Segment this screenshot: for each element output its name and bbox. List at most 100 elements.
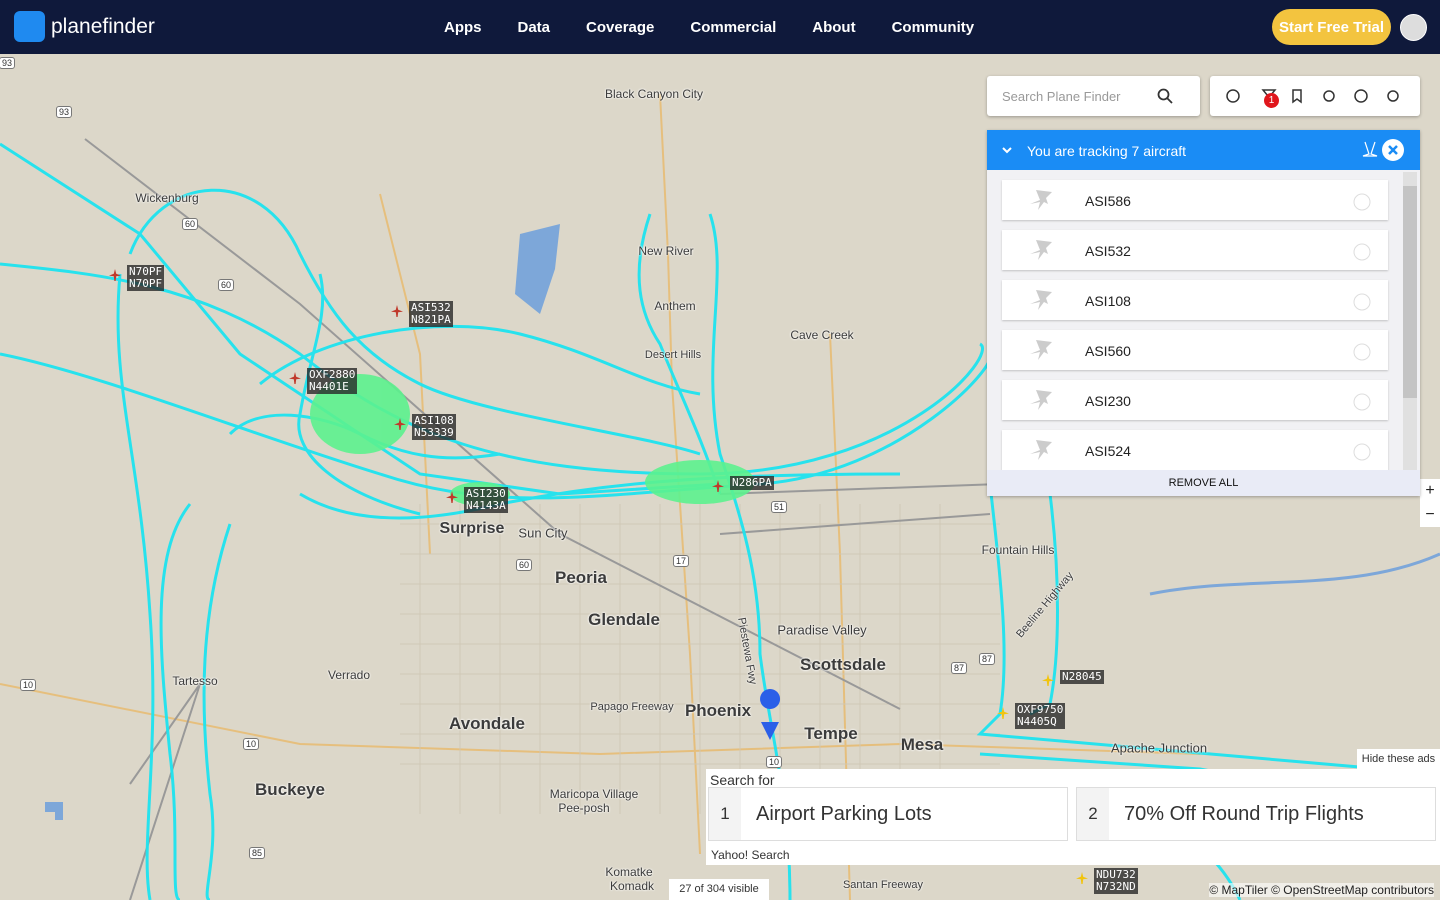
aircraft-label-line: ASI230: [466, 487, 506, 500]
place-label: Wickenburg: [135, 191, 199, 205]
place-label: New River: [638, 244, 694, 258]
trial-button[interactable]: Start Free Trial: [1272, 9, 1391, 45]
tracked-callsign: ASI524: [1085, 443, 1131, 459]
aircraft-label[interactable]: N28045: [1060, 670, 1104, 684]
logo-icon: [14, 11, 45, 42]
item-icons: [1030, 340, 1371, 361]
place-label: Paradise Valley: [777, 622, 867, 638]
tracked-item[interactable]: ASI108: [1002, 280, 1388, 320]
search-icon: [1157, 88, 1173, 104]
aircraft-label[interactable]: ASI230 N4143A: [464, 487, 508, 513]
place-label: Maricopa Village: [549, 787, 639, 801]
menu-item[interactable]: Commercial: [690, 18, 777, 36]
road-shield: 17: [672, 555, 690, 567]
avatar[interactable]: [1400, 14, 1427, 41]
place-label: Surprise: [439, 520, 505, 537]
place-label: Tartesso: [172, 674, 218, 688]
aircraft-label-line: N732ND: [1096, 880, 1136, 893]
place-label: Scottsdale: [800, 655, 886, 674]
place-label: Black Canyon City: [604, 87, 704, 101]
tracked-item[interactable]: ASI586: [1002, 180, 1388, 220]
tracked-callsign: ASI230: [1085, 393, 1131, 409]
aircraft-label[interactable]: N70PF N70PF: [127, 265, 165, 291]
ad-link[interactable]: 2 70% Off Round Trip Flights: [1076, 787, 1436, 841]
place-label: Pee-posh: [558, 801, 610, 815]
tracked-item[interactable]: ASI230: [1002, 380, 1388, 420]
aircraft-label[interactable]: NDU732 N732ND: [1094, 868, 1138, 894]
header-icons: [1002, 139, 1404, 161]
tracking-header[interactable]: You are tracking 7 aircraft: [987, 130, 1420, 170]
logo[interactable]: planefinder: [14, 11, 155, 42]
menu-item[interactable]: Coverage: [586, 18, 655, 36]
aircraft-label[interactable]: OXF9750 N4405Q: [1015, 703, 1066, 729]
item-icons: [1030, 390, 1371, 411]
aircraft-label-line: OXF9750: [1017, 703, 1064, 716]
menu-item[interactable]: Community: [891, 18, 975, 36]
tracked-item[interactable]: ASI560: [1002, 330, 1388, 370]
ad-number: 1: [709, 788, 741, 840]
logo-text: planefinder: [51, 14, 155, 38]
map[interactable]: Black Canyon City Wickenburg New River Anth…: [0, 54, 1440, 900]
place-label: Santan Freeway: [842, 879, 924, 891]
tracked-item[interactable]: ASI532: [1002, 230, 1388, 270]
zoom-in[interactable]: +: [1425, 482, 1435, 499]
road-shield: 93: [0, 57, 16, 69]
road-shield: 60: [515, 559, 533, 571]
menu-item[interactable]: About: [812, 18, 856, 36]
aircraft-label-line: N53339: [414, 426, 454, 439]
search-placeholder: Search Plane Finder: [1002, 89, 1121, 104]
aircraft-label[interactable]: OXF2880 N4401E: [307, 368, 358, 394]
aircraft-label-line: N286PA: [732, 476, 772, 489]
place-label: Komatke: [605, 865, 653, 879]
hide-ads[interactable]: Hide these ads: [1357, 749, 1440, 769]
place-label: Mesa: [900, 735, 944, 754]
place-label: Glendale: [588, 610, 660, 629]
tracked-item[interactable]: ASI524: [1002, 430, 1388, 470]
item-icons: [1030, 290, 1371, 311]
aircraft-label-line: N70PF: [129, 277, 163, 290]
ad-block: Search for 1 Airport Parking Lots 2 70% Off…: [706, 769, 1440, 865]
aircraft-label[interactable]: ASI532 N821PA: [409, 301, 453, 327]
tracking-title: You are tracking 7 aircraft: [1027, 143, 1187, 159]
place-label: Apache Junction: [1110, 740, 1208, 756]
menu-item[interactable]: Apps: [444, 18, 482, 36]
ad-text: Airport Parking Lots: [756, 802, 932, 825]
item-icons: [1030, 440, 1371, 461]
aircraft-label-line: N70PF: [129, 265, 163, 278]
ad-link[interactable]: 1 Airport Parking Lots: [708, 787, 1068, 841]
scrollbar[interactable]: [1403, 172, 1417, 470]
tracked-callsign: ASI560: [1085, 343, 1131, 359]
search-box[interactable]: Search Plane Finder: [987, 76, 1200, 116]
navbar: planefinder Apps Data Coverage Commercial Ab…: [0, 0, 1440, 54]
road-shield: 10: [19, 679, 37, 691]
aircraft-label-line: ASI532: [411, 301, 451, 314]
place-label: Phoenix: [684, 701, 752, 720]
road-shield: 87: [950, 662, 968, 674]
zoom-controls: + −: [1420, 479, 1440, 527]
place-label: Verrado: [327, 668, 371, 682]
filter-badge: 1: [1264, 93, 1279, 108]
ad-text: 70% Off Round Trip Flights: [1124, 802, 1364, 825]
toolbar-icons: [1226, 89, 1399, 104]
aircraft-label[interactable]: N286PA: [730, 476, 774, 490]
zoom-out[interactable]: −: [1425, 506, 1435, 523]
place-label: Desert Hills: [644, 349, 702, 361]
menu-item[interactable]: Data: [517, 18, 551, 36]
remove-all[interactable]: REMOVE ALL: [987, 470, 1420, 496]
road-shield: 10: [765, 756, 783, 768]
aircraft-label[interactable]: ASI108 N53339: [412, 414, 456, 440]
aircraft-label-line: NDU732: [1096, 868, 1136, 881]
place-label: Cave Creek: [790, 328, 854, 342]
tracking-panel: You are tracking 7 aircraft ASI586 ASI532…: [987, 130, 1420, 496]
road-shield: 51: [770, 501, 788, 513]
road-shield: 85: [248, 847, 266, 859]
tracked-callsign: ASI532: [1085, 243, 1131, 259]
ad-search-for: Search for: [710, 772, 775, 788]
menu: Apps Data Coverage Commercial About Community: [444, 0, 974, 54]
tracked-callsign: ASI586: [1085, 193, 1131, 209]
road-shield: 60: [217, 279, 235, 291]
road-shield: 60: [181, 218, 199, 230]
place-label: Buckeye: [255, 780, 325, 799]
tracked-callsign: ASI108: [1085, 293, 1131, 309]
